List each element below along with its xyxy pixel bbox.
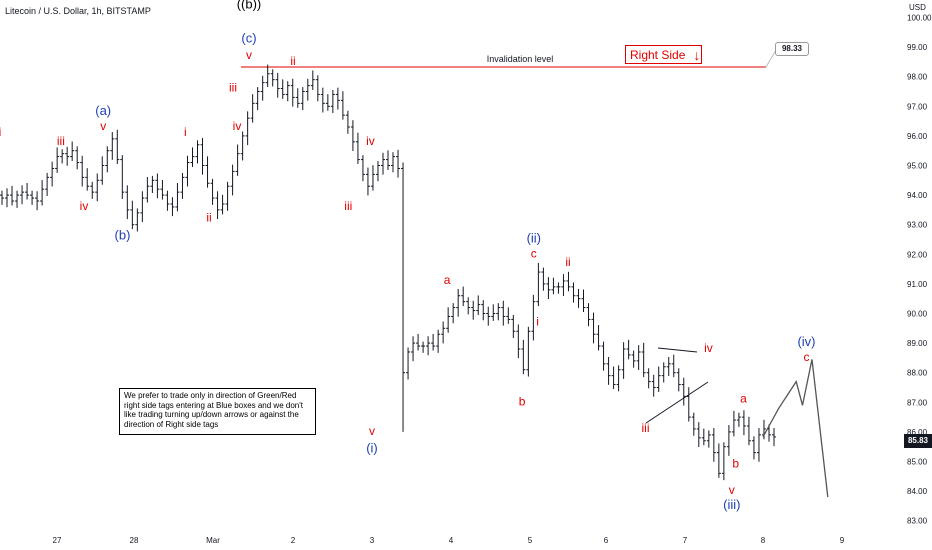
wave-label: i [184, 125, 187, 139]
wave-label: c [804, 350, 810, 364]
wave-label: iv [366, 134, 375, 148]
projection-path [762, 359, 829, 498]
wave-label: (i) [366, 441, 378, 456]
y-tick-label: 90.00 [907, 310, 928, 319]
triangle-upper-line [657, 347, 698, 353]
wave-label: v [100, 119, 106, 133]
wave-label: ((b)) [237, 0, 262, 12]
wave-label: iii [57, 134, 65, 148]
wave-label: ii [290, 54, 295, 68]
y-tick-label: 97.00 [907, 102, 928, 111]
wave-label: (ii) [527, 231, 541, 246]
y-tick-label: 95.00 [907, 162, 928, 171]
y-tick-label: 84.00 [907, 487, 928, 496]
invalidation-connector [765, 49, 777, 68]
wave-label: b [732, 456, 739, 470]
wave-label: (iii) [723, 497, 740, 512]
y-tick-label: 89.00 [907, 339, 928, 348]
wave-label: (c) [241, 31, 256, 46]
y-tick-label: 98.00 [907, 73, 928, 82]
wave-label: i [536, 314, 539, 328]
wave-label: v [369, 424, 375, 438]
right-side-label: Right Side [630, 47, 686, 62]
x-tick-label: 27 [53, 536, 62, 545]
down-arrow-icon: ↓ [693, 46, 701, 63]
triangle-lower-line [645, 381, 709, 424]
x-tick-label: 7 [683, 536, 688, 545]
wave-label: (a) [95, 103, 111, 118]
wave-label: ii [206, 211, 211, 225]
y-tick-label: 88.00 [907, 369, 928, 378]
x-tick-label: 2 [291, 536, 296, 545]
wave-label: (b) [115, 228, 131, 243]
x-tick-label: 28 [130, 536, 139, 545]
right-side-tag: Right Side ↓ [625, 45, 702, 64]
last-price-tag: 85.83 [904, 434, 932, 448]
x-tick-label: Mar [206, 536, 220, 545]
y-tick-label: 83.00 [907, 517, 928, 526]
wave-label: iv [80, 199, 89, 213]
y-tick-label: 100.00 [907, 14, 932, 23]
wave-label: iii [229, 81, 237, 95]
invalidation-label: Invalidation level [487, 54, 554, 64]
x-tick-label: 4 [449, 536, 454, 545]
wave-labels: ((b))(c)viiiiiivi(a)viiiiv(b)iiiiviiiv(i… [0, 0, 816, 512]
y-tick-label: 99.00 [907, 43, 928, 52]
wave-label: v [246, 48, 252, 62]
y-axis: 100.00 99.00 98.00 97.00 96.00 95.00 94.00 93.0… [907, 14, 932, 526]
x-tick-label: 5 [528, 536, 533, 545]
currency-label: USD [909, 3, 926, 12]
y-tick-label: 91.00 [907, 280, 928, 289]
wave-label: iii [642, 421, 650, 435]
wave-label: a [740, 391, 747, 405]
x-tick-label: 9 [840, 536, 845, 545]
y-tick-label: 94.00 [907, 191, 928, 200]
x-tick-label: 3 [370, 536, 375, 545]
wave-label: v [729, 483, 735, 497]
y-tick-label: 86.00 [907, 428, 928, 437]
wave-label: iv [704, 341, 713, 355]
y-tick-label: 96.00 [907, 132, 928, 141]
wave-label: iv [233, 119, 242, 133]
y-tick-label: 92.00 [907, 250, 928, 259]
wave-label: b [519, 394, 526, 408]
x-tick-label: 8 [761, 536, 766, 545]
x-tick-label: 6 [604, 536, 609, 545]
y-tick-label: 87.00 [907, 398, 928, 407]
y-tick-label: 93.00 [907, 221, 928, 230]
y-tick-label: 85.00 [907, 458, 928, 467]
wave-label: a [444, 273, 451, 287]
chart-title: Litecoin / U.S. Dollar, 1h, BITSTAMP [5, 6, 151, 16]
wave-label: i [0, 125, 1, 139]
x-axis: 27 28 Mar 2 3 4 5 6 7 8 9 [53, 536, 845, 545]
wave-label: c [531, 246, 537, 260]
ohlc-bars [0, 64, 776, 481]
trading-note: We prefer to trade only in direction of … [119, 388, 316, 435]
wave-label: iii [344, 199, 352, 213]
wave-label: (iv) [797, 334, 815, 349]
invalidation-price-tag: 98.33 [775, 42, 809, 56]
wave-label: ii [565, 255, 570, 269]
